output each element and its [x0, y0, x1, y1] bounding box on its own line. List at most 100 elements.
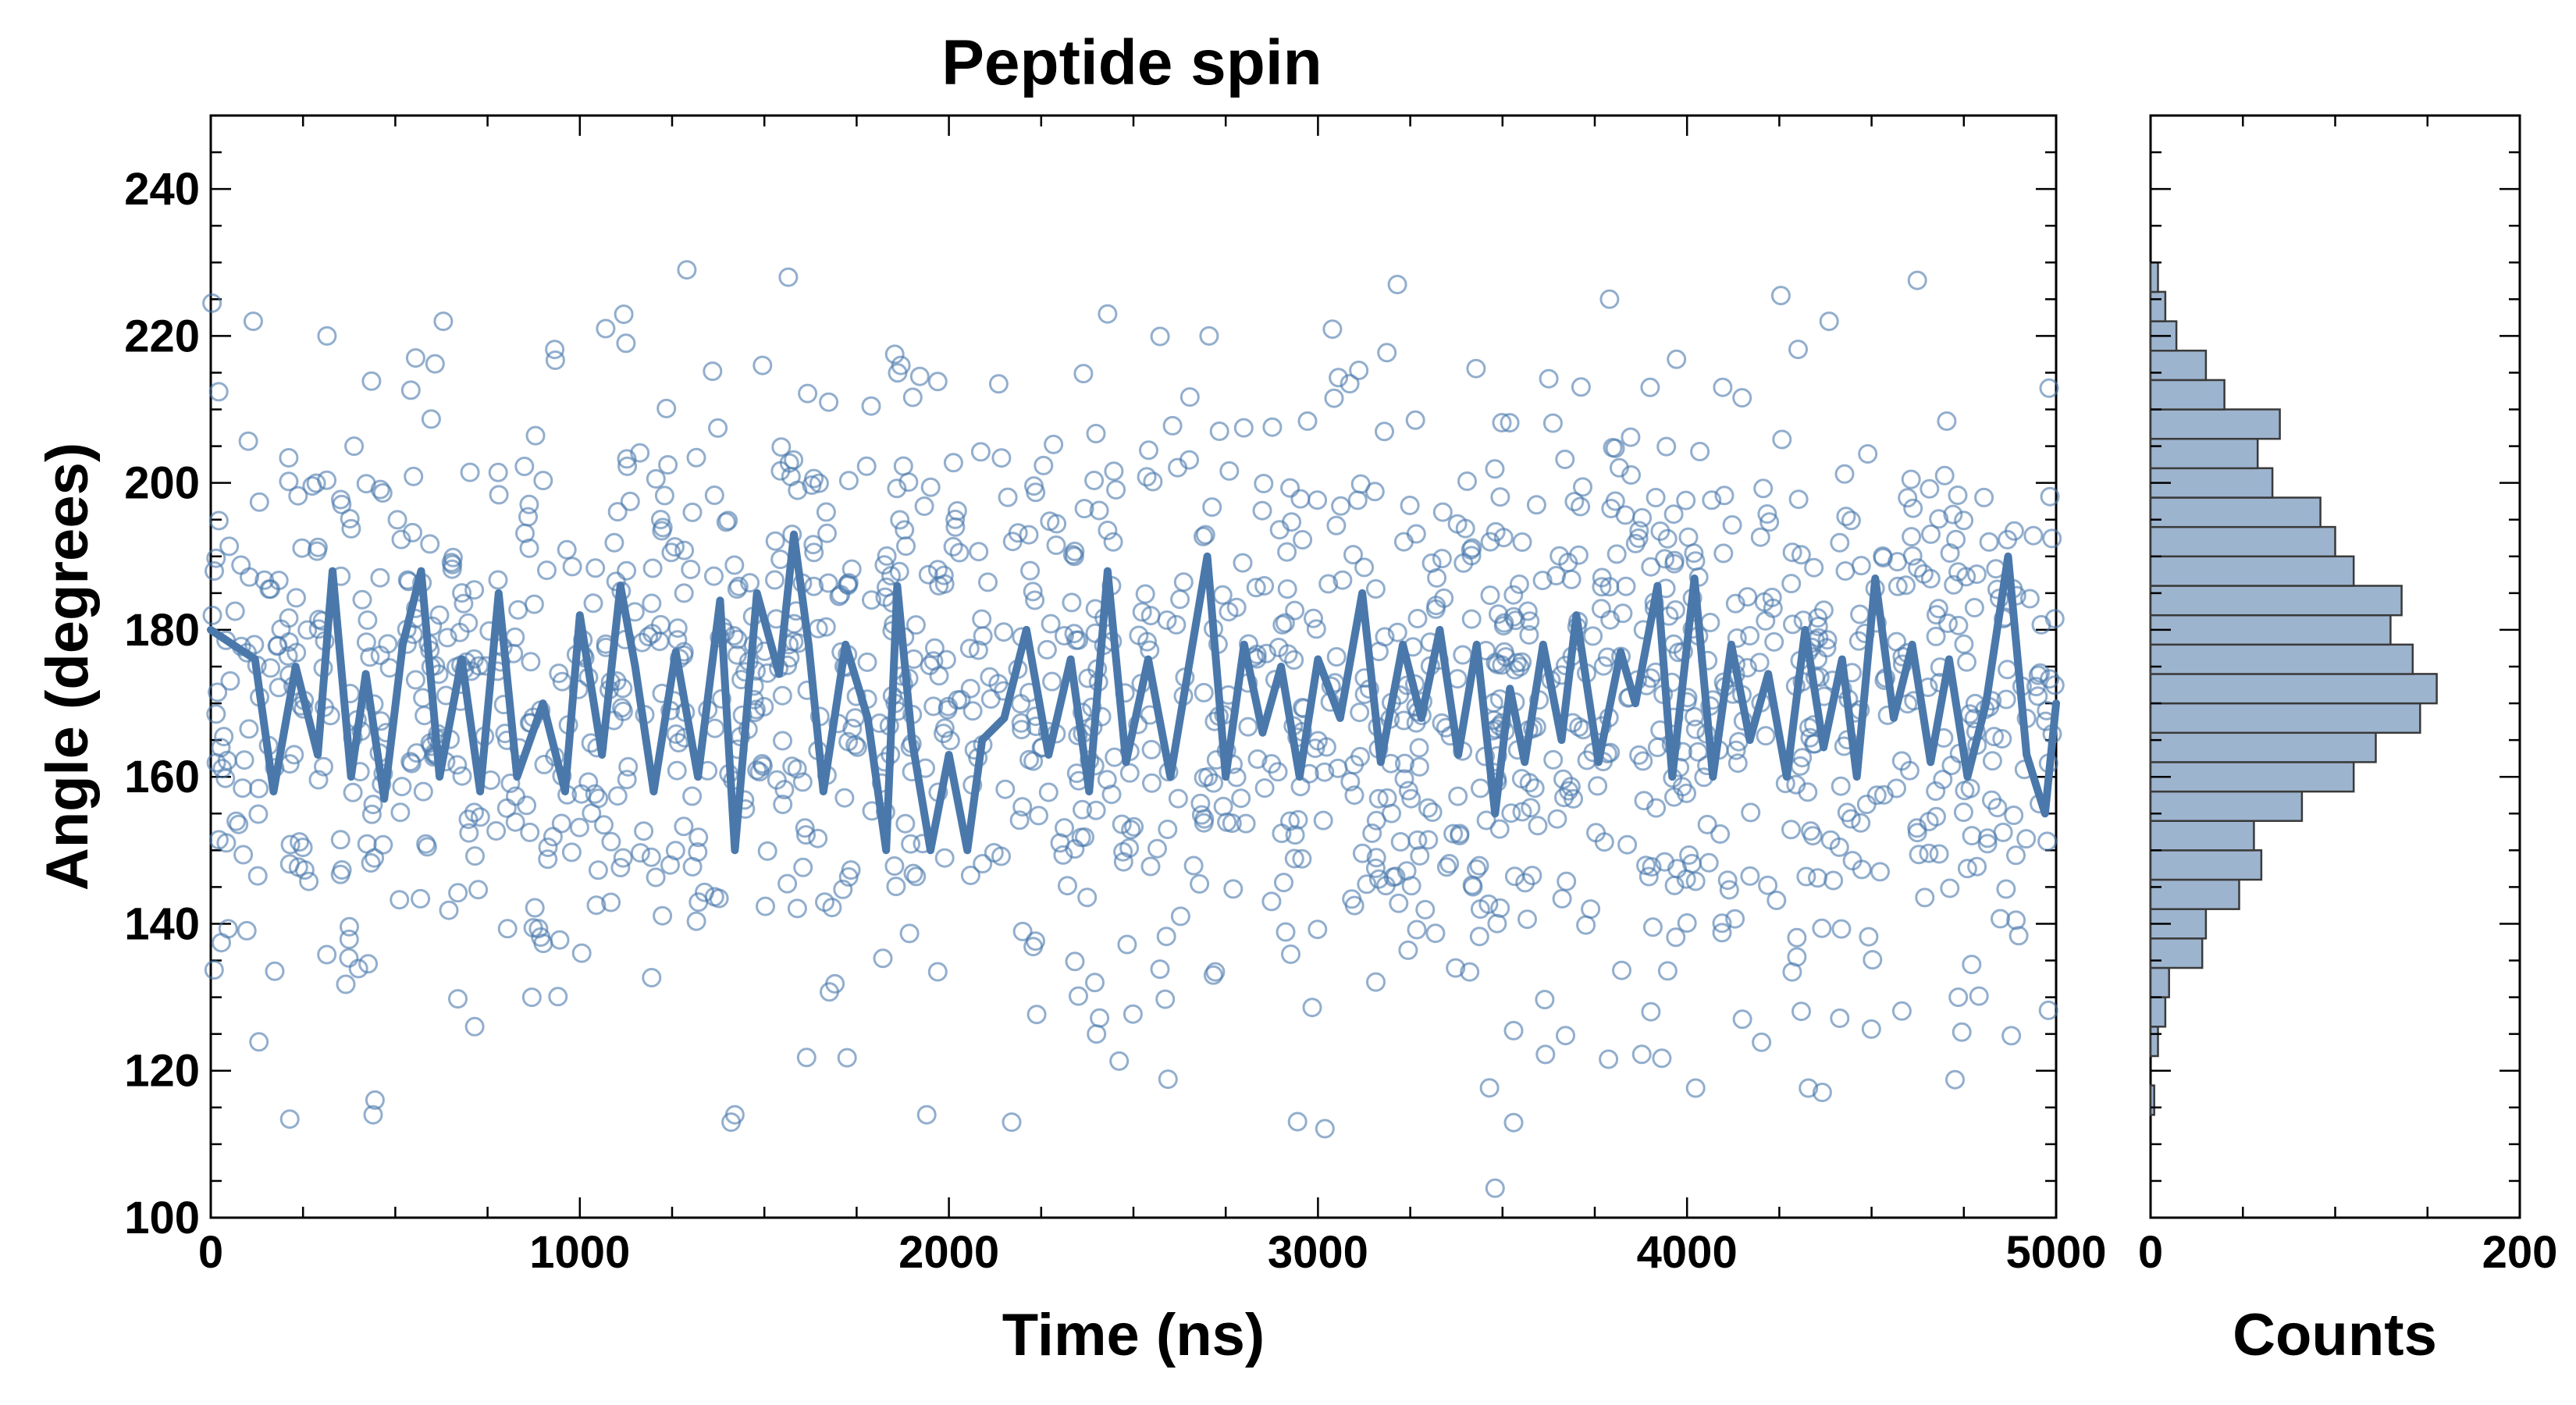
scatter-point	[437, 628, 457, 648]
scatter-point	[421, 409, 441, 429]
scatter-point	[244, 635, 265, 655]
scatter-point	[1512, 532, 1532, 552]
scatter-point	[1831, 919, 1852, 939]
scatter-point	[1944, 574, 1964, 595]
scatter-point	[1389, 893, 1409, 913]
scatter-point	[1418, 798, 1438, 818]
scatter-point	[1313, 810, 1333, 831]
scatter-point	[1652, 1048, 1672, 1069]
x-tick-label: 0	[198, 1227, 223, 1278]
scatter-point	[895, 520, 915, 540]
scatter-point	[237, 920, 257, 941]
scatter-point	[831, 585, 851, 605]
scatter-point	[1368, 788, 1389, 809]
scatter-point	[1836, 507, 1856, 527]
scatter-point	[727, 645, 747, 665]
scatter-point	[970, 442, 991, 462]
scatter-point	[1804, 557, 1824, 578]
y-tick-label: 140	[124, 898, 200, 949]
scatter-point	[1393, 532, 1414, 552]
scatter-point	[594, 815, 614, 835]
scatter-point	[724, 1104, 745, 1125]
scatter-point	[1503, 1112, 1524, 1133]
scatter-point	[1929, 844, 1949, 864]
scatter-point	[781, 467, 801, 486]
scatter-point	[1219, 602, 1239, 622]
scatter-point	[601, 892, 621, 912]
scatter-point	[2038, 1000, 2058, 1020]
scatter-point	[1953, 802, 1973, 823]
scatter-point	[218, 919, 238, 939]
scatter-point	[765, 570, 785, 590]
scatter-point	[1829, 837, 1849, 857]
scatter-point	[1436, 857, 1457, 877]
scatter-point	[1101, 784, 1122, 805]
scatter-point	[1690, 442, 1710, 461]
scatter-point	[1183, 855, 1204, 876]
scatter-point	[653, 905, 673, 926]
scatter-point	[1926, 626, 1946, 646]
scatter-point	[1042, 671, 1062, 692]
scatter-point	[404, 466, 424, 486]
scatter-point	[1121, 820, 1141, 840]
scatter-point	[620, 491, 640, 511]
scatter-point	[1788, 489, 1809, 510]
scatter-point	[923, 696, 944, 717]
scatter-point	[1277, 542, 1297, 562]
scatter-point	[1552, 888, 1572, 909]
scatter-point	[1354, 557, 1375, 578]
scatter-point	[391, 529, 411, 550]
scatter-point	[537, 560, 557, 581]
scatter-point	[716, 512, 736, 532]
scatter-point	[208, 682, 228, 702]
scatter-point	[543, 827, 563, 847]
scatter-point	[1547, 809, 1567, 829]
scatter-point	[1600, 610, 1621, 630]
scatter-point	[405, 348, 425, 368]
scatter-point	[340, 916, 359, 937]
scatter-point	[607, 786, 628, 806]
scatter-point	[2030, 663, 2050, 683]
scatter-point	[561, 842, 582, 863]
scatter-point	[1873, 784, 1894, 805]
scatter-point	[1324, 388, 1344, 408]
scatter-point	[610, 858, 631, 877]
scatter-point	[1543, 749, 1564, 770]
scatter-point	[1512, 802, 1532, 822]
scatter-point	[756, 896, 775, 916]
scatter-point	[1859, 927, 1879, 947]
scatter-point	[533, 471, 553, 491]
scatter-point	[1557, 871, 1577, 891]
scatter-point	[896, 536, 916, 557]
scatter-point	[1633, 751, 1653, 771]
scatter-point	[1155, 989, 1176, 1009]
histogram-bar	[2149, 496, 2322, 528]
scatter-point	[1252, 500, 1272, 521]
scatter-point	[548, 987, 568, 1007]
scatter-point	[604, 532, 624, 553]
scatter-point	[870, 713, 890, 733]
scatter-point	[356, 632, 376, 653]
scatter-point	[1446, 958, 1466, 978]
scatter-point	[773, 731, 792, 751]
scatter-point	[1277, 579, 1297, 599]
scatter-point	[420, 534, 440, 554]
scatter-point	[617, 560, 637, 581]
scatter-point	[488, 462, 508, 482]
scatter-point	[893, 456, 913, 476]
scatter-point	[1861, 1019, 1881, 1039]
scatter-point	[1020, 560, 1041, 581]
scatter-point	[1617, 834, 1638, 855]
histogram-bar	[2149, 790, 2304, 822]
scatter-point	[1390, 832, 1411, 852]
scatter-point	[1940, 878, 1960, 898]
scatter-point	[1480, 532, 1500, 552]
scatter-point	[583, 593, 603, 614]
scatter-point	[1203, 965, 1223, 985]
scatter-point	[206, 704, 226, 724]
scatter-point	[1098, 521, 1118, 540]
scatter-point	[1710, 824, 1731, 844]
scatter-point	[1143, 471, 1163, 492]
scatter-point	[1851, 813, 1871, 833]
scatter-point	[1409, 738, 1429, 758]
